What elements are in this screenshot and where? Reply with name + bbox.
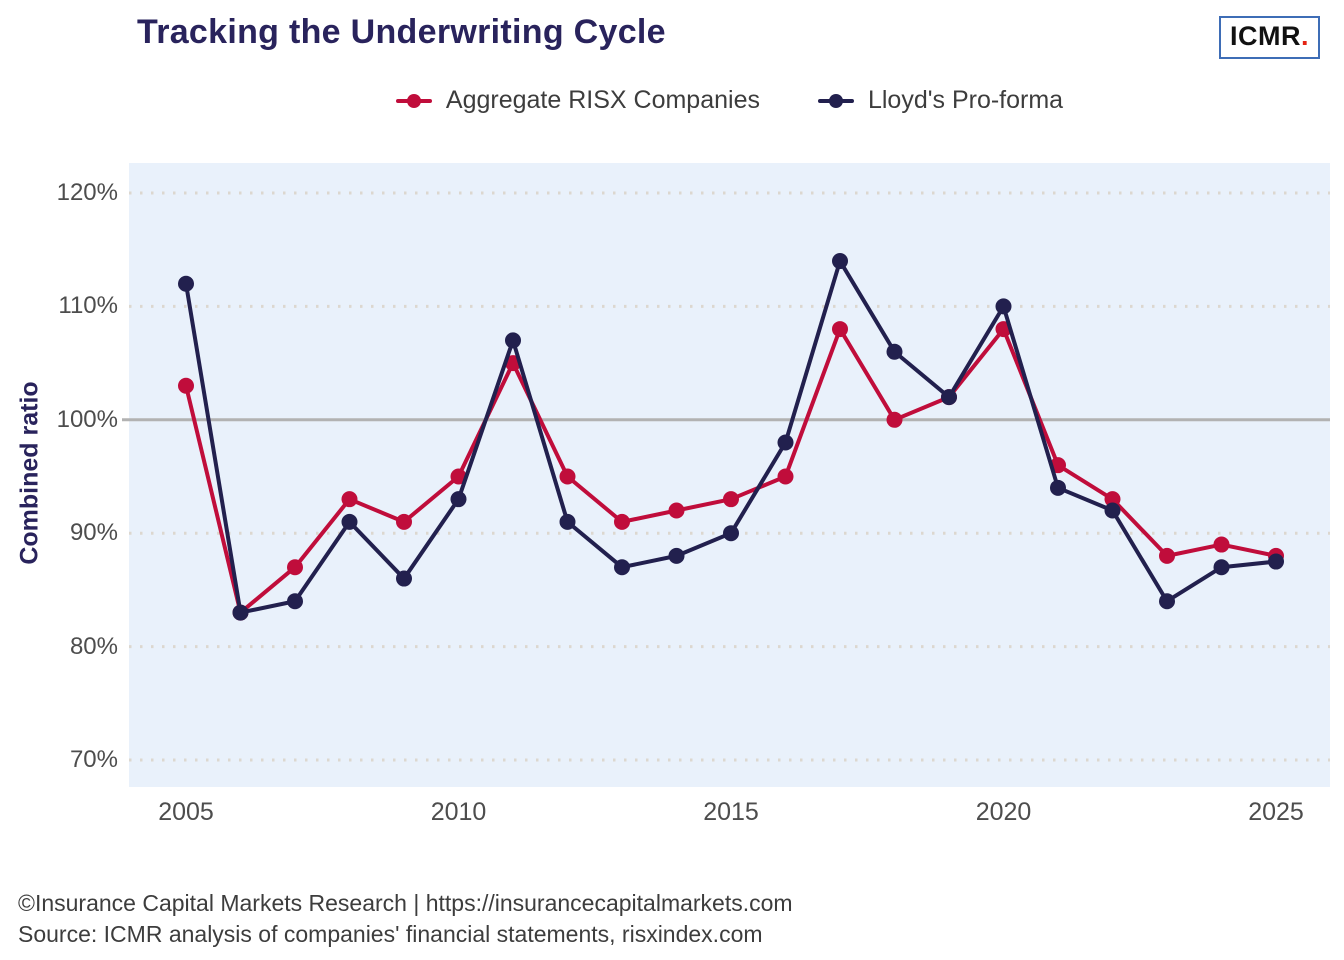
data-point (886, 343, 903, 360)
x-tick-label: 2025 (1248, 798, 1304, 826)
y-tick-label: 120% (56, 179, 118, 206)
legend-label: Aggregate RISX Companies (445, 86, 760, 114)
source-line: Source: ICMR analysis of companies' fina… (18, 921, 763, 947)
data-point (832, 321, 848, 338)
y-tick-label: 80% (69, 632, 118, 660)
legend-item-risx: Aggregate RISX Companies (395, 86, 760, 115)
legend-label: Lloyd's Pro-forma (867, 86, 1064, 114)
x-tick-label: 2005 (158, 798, 214, 826)
data-point (341, 513, 358, 530)
data-point (1213, 559, 1230, 576)
data-point (559, 513, 576, 530)
legend-dot-icon (828, 93, 843, 108)
data-point (178, 377, 194, 394)
y-tick-label: 70% (69, 746, 118, 773)
copyright-line: ©Insurance Capital Markets Research | ht… (18, 890, 793, 916)
data-point (396, 513, 412, 530)
data-point (396, 570, 412, 587)
x-tick-label: 2010 (430, 798, 487, 826)
data-point (287, 559, 303, 576)
data-point (668, 547, 685, 564)
data-point (559, 468, 576, 485)
icmr-logo-text: ICMR (1229, 21, 1301, 51)
legend-item-lloyds: Lloyd's Pro-forma (817, 86, 1064, 115)
data-point (886, 411, 903, 428)
data-point (941, 389, 957, 406)
data-point (287, 593, 303, 610)
data-point (723, 491, 739, 508)
page-title: Tracking the Underwriting Cycle (137, 13, 666, 51)
legend-line-dot-icon (395, 93, 432, 108)
data-point (232, 604, 249, 621)
icmr-logo-red-dot: . (1300, 21, 1309, 51)
combined-ratio-chart: Combined ratio 120% 110% 100% 90% 80% 70% 200… (16, 163, 1330, 826)
data-point (668, 502, 685, 519)
footer: ©Insurance Capital Markets Research | ht… (18, 888, 793, 950)
data-point (1104, 502, 1121, 519)
data-point (450, 468, 467, 485)
data-point (832, 253, 848, 270)
y-tick-label: 110% (58, 292, 118, 320)
data-point (614, 559, 630, 576)
data-point (723, 525, 739, 542)
series-line-risx (184, 327, 1278, 615)
data-point (178, 275, 194, 292)
x-tick-label: 2020 (975, 798, 1032, 826)
plot-area (129, 163, 1330, 787)
icmr-logo: ICMR. (1218, 16, 1320, 59)
data-point (1104, 491, 1121, 508)
data-point (777, 434, 794, 451)
data-point (1159, 593, 1175, 610)
data-point (995, 298, 1012, 315)
plot-canvas (122, 191, 1330, 762)
data-point (450, 491, 467, 508)
x-tick-label: 2015 (703, 798, 759, 826)
data-point (777, 468, 794, 485)
data-point (505, 332, 521, 349)
chart-legend: Aggregate RISX Companies Lloyd's Pro-form… (129, 86, 1330, 115)
data-point (1159, 547, 1175, 564)
data-point (614, 513, 630, 530)
legend-dot-icon (406, 93, 421, 108)
series-line-lloyds (184, 259, 1278, 615)
y-tick-label: 100% (56, 405, 118, 433)
data-point (1268, 553, 1284, 570)
data-point (341, 491, 358, 508)
data-point (1213, 536, 1230, 553)
data-point (1050, 479, 1066, 496)
legend-line-dot-icon (817, 93, 854, 108)
y-tick-label: 90% (69, 519, 118, 547)
